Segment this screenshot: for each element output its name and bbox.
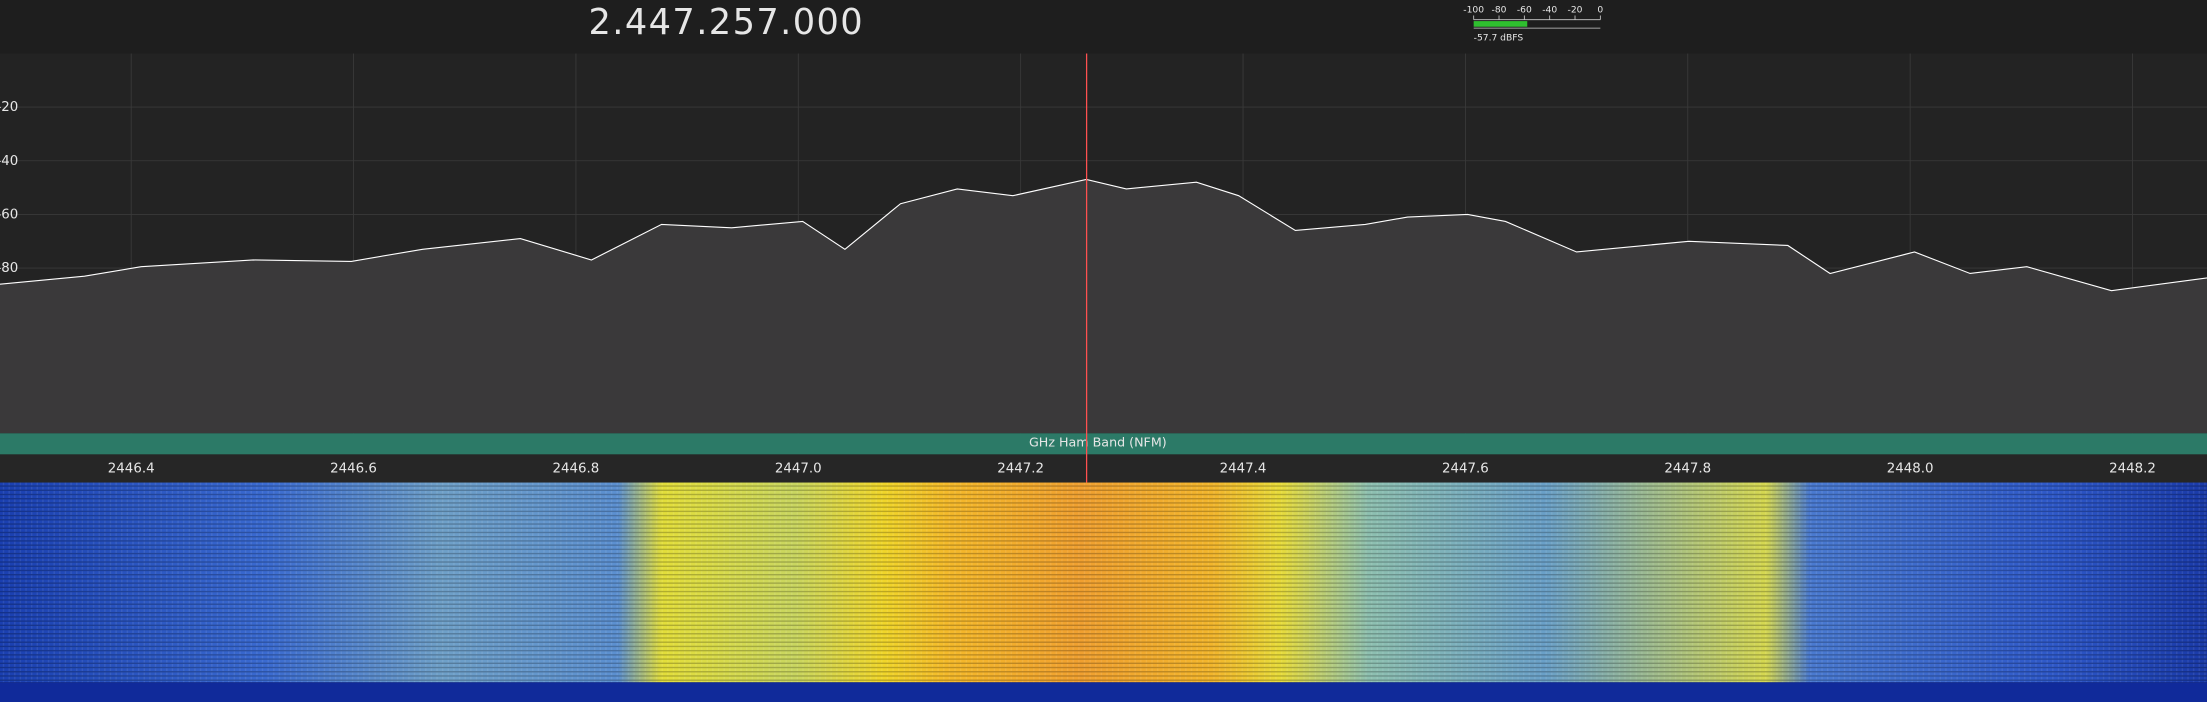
x-tick-label: 2446.6 [330, 461, 377, 476]
meter-tick-label: -20 [1568, 5, 1583, 15]
band-label: GHz Ham Band (NFM) [1029, 435, 1167, 450]
y-tick-label: -80 [0, 261, 18, 276]
x-tick-label: 2447.0 [775, 461, 822, 476]
x-tick-label: 2447.4 [1220, 461, 1267, 476]
meter-tick-label: 0 [1597, 5, 1603, 15]
meter-tick-label: -80 [1492, 5, 1507, 15]
spectrum: -20-40-60-80-100-120-140 [0, 53, 2207, 437]
x-labels: 2446.4 2446.6 2446.8 2447.0 2447.2 2447.4 2447… [108, 461, 2156, 476]
x-tick-label: 2448.2 [2109, 461, 2156, 476]
meter-tick-label: -60 [1517, 5, 1532, 15]
meter-tick-label: -40 [1542, 5, 1557, 15]
x-tick-label: 2447.6 [1442, 461, 1489, 476]
frequency-scale [0, 454, 2207, 483]
x-tick-label: 2446.4 [108, 461, 155, 476]
x-tick-label: 2446.8 [553, 461, 600, 476]
x-tick-label: 2447.8 [1664, 461, 1711, 476]
meter-tick-label: -100 [1463, 5, 1484, 15]
y-tick-label: -20 [0, 100, 18, 115]
band-plan [0, 433, 2207, 455]
y-tick-label: -40 [0, 154, 18, 169]
level-meter: -100 -80 -60 -40 -20 0 -57.7 dBFS [1463, 5, 1603, 43]
x-tick-label: 2447.2 [997, 461, 1044, 476]
spectrum-trace [0, 178, 2207, 292]
spectrum-fill [0, 179, 2207, 434]
waterfall-texture [0, 482, 2207, 683]
frequency-display[interactable]: 2.447.257.000 [588, 2, 864, 43]
x-tick-label: 2448.0 [1887, 461, 1934, 476]
meter-value: -57.7 dBFS [1474, 33, 1524, 43]
waterfall-bottom [0, 682, 2207, 702]
toolbar [0, 0, 2207, 54]
y-tick-label: -60 [0, 207, 18, 222]
meter-bar [1473, 21, 1528, 27]
